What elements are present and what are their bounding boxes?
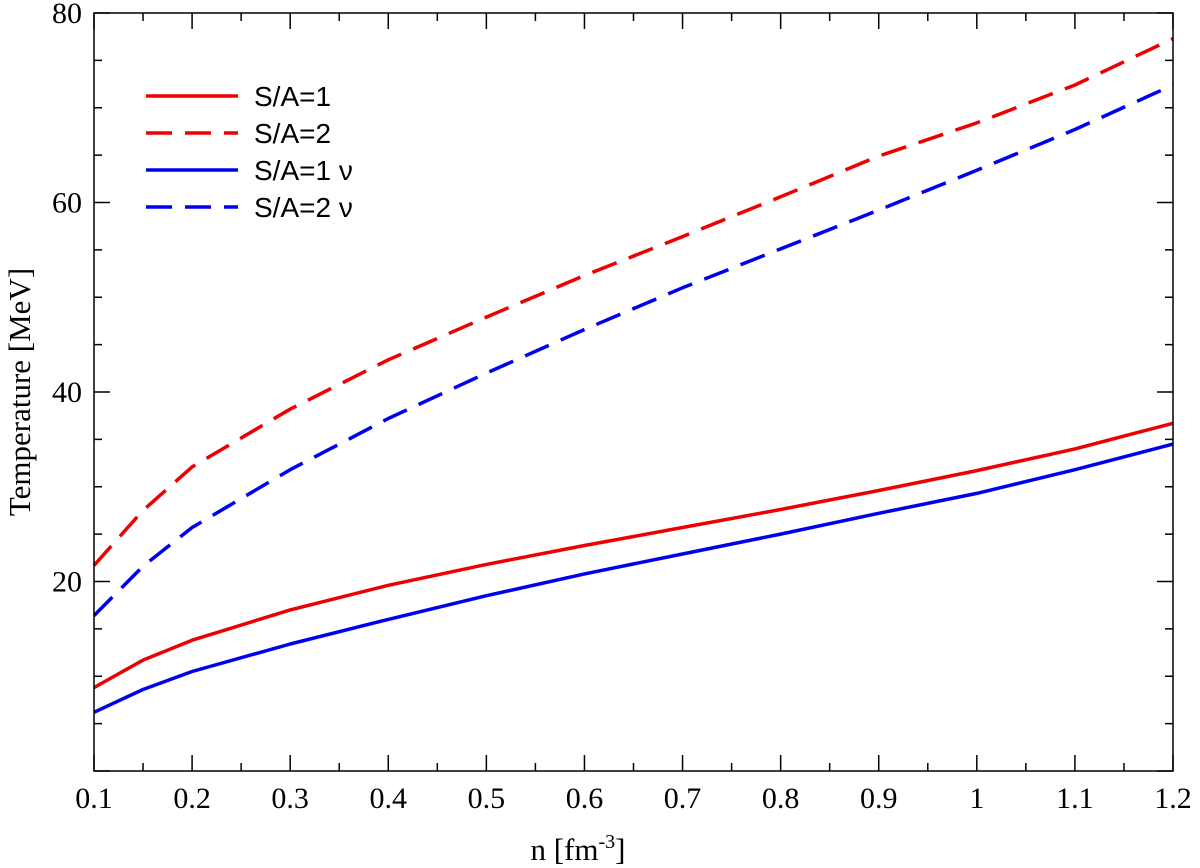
x-axis-title-end: ] [615, 832, 625, 867]
y-tick-labels: 20 40 60 80 [52, 0, 82, 599]
x-tick-label: 0.8 [762, 782, 800, 815]
y-tick-label: 20 [52, 566, 82, 599]
series-line [92, 83, 1174, 617]
x-tick-label: 0.6 [566, 782, 604, 815]
series-line [93, 421, 1174, 690]
x-tick-label: 0.4 [370, 782, 408, 815]
y-axis-title: Temperature [MeV] [2, 268, 37, 516]
x-tick-label: 0.1 [75, 782, 113, 815]
legend-label: S/A=1 ν [254, 155, 353, 186]
x-tick-label: 1 [969, 782, 984, 815]
legend: S/A=1 S/A=2 S/A=1 ν S/A=2 ν [146, 81, 353, 223]
series-layer [92, 37, 1174, 714]
legend-label: S/A=1 [254, 81, 331, 112]
plot-frame [93, 12, 1174, 772]
ticks-layer [93, 12, 1174, 772]
x-tick-label: 0.7 [664, 782, 702, 815]
y-tick-label: 60 [52, 187, 82, 220]
series-line [92, 37, 1174, 567]
series-line [93, 442, 1174, 714]
y-tick-label: 40 [52, 376, 82, 409]
x-axis-title: n [fm-3] [530, 831, 625, 867]
x-tick-labels: 0.1 0.2 0.3 0.4 0.5 0.6 0.7 0.8 0.9 1 1.1 1.2 [75, 782, 1192, 815]
x-tick-label: 0.5 [468, 782, 506, 815]
x-tick-label: 0.3 [271, 782, 309, 815]
legend-label: S/A=2 [254, 118, 331, 149]
x-axis-title-base: n [fm [530, 832, 598, 867]
x-tick-label: 0.2 [173, 782, 211, 815]
x-tick-label: 0.9 [860, 782, 898, 815]
x-tick-label: 1.1 [1056, 782, 1094, 815]
x-tick-label: 1.2 [1154, 782, 1192, 815]
x-axis-title-superscript: -3 [599, 831, 616, 853]
legend-label: S/A=2 ν [254, 192, 353, 223]
y-tick-label: 80 [52, 0, 82, 30]
